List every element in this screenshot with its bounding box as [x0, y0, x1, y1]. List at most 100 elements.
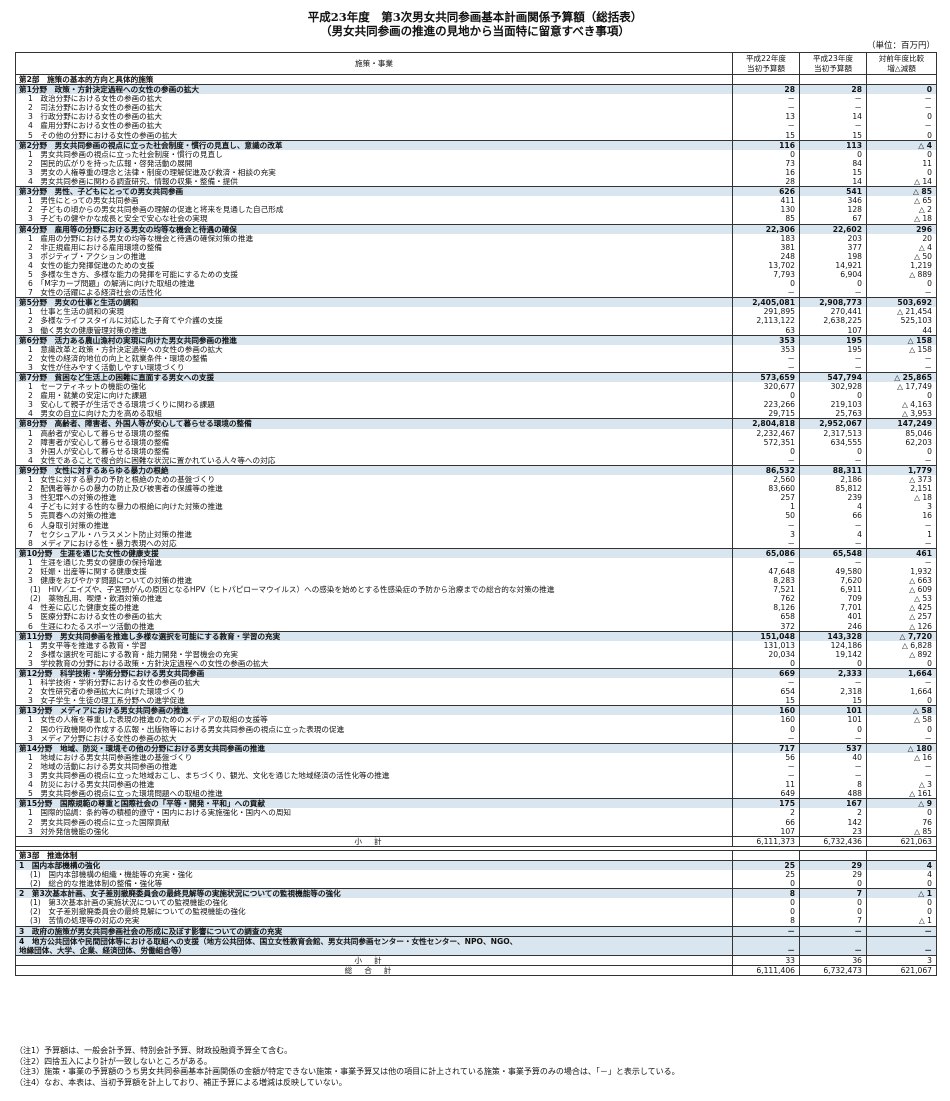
table-row: 2 子どもの頃からの男女共同参画の理解の促進と将来を見通した自己形成 130 128…: [15, 205, 937, 215]
fy23-budget-cell: 85,812: [799, 484, 867, 494]
table-row: 3 子どもの健やかな成長と安全で安心な社会の実現 85 67 △ 18: [15, 214, 937, 224]
row-label: 3 行政分野における女性の参画の拡大: [15, 112, 733, 122]
change-cell: 0: [866, 84, 937, 95]
row-label: 3 政府の施策が男女共同参画社会の形成に及ぼす影響についての調査の充実: [15, 925, 733, 937]
fy23-budget-cell: 2: [799, 808, 867, 818]
row-label: 1 国内本部機構の強化: [15, 859, 733, 870]
fy23-budget-cell: 8: [799, 780, 867, 790]
fy22-budget-cell: －: [732, 678, 800, 688]
fy22-budget-cell: 0: [732, 658, 800, 669]
change-cell: △ 158: [866, 334, 937, 345]
fy22-budget-cell: 22,306: [732, 223, 800, 234]
fy22-budget-cell: 669: [732, 668, 800, 679]
row-label: 1 男女平等を推進する教育・学習: [15, 640, 733, 650]
fy23-budget-cell: －: [799, 288, 867, 298]
table-row: 1 意識改革と政策・方針決定過程への女性の参画の拡大 353 195 △ 158: [15, 344, 937, 354]
table-row: 3 男女共同参画の視点に立った地域おこし、まちづくり、観光、文化を通じた地域経済…: [15, 771, 937, 781]
fy23-budget-cell: 4: [799, 529, 867, 539]
change-cell: △ 889: [866, 269, 937, 280]
row-label: (1) HIV／エイズや、子宮頸がんの原因となるHPV（ヒトパピローマウイルス）…: [15, 585, 733, 595]
change-cell: －: [866, 455, 937, 466]
total-row: 総合計 6,111,406 6,732,473 621,067: [15, 964, 937, 977]
section-row: 第11分野 男女共同参画を推進し多様な選択を可能にする教育・学習の充実 151,0…: [15, 630, 937, 641]
fy22-budget-cell: 63: [732, 325, 800, 336]
section-row: 4 地方公共団体や民間団体等における取組への支援（地方公共団体、国立女性教育会館…: [15, 935, 937, 956]
fy22-budget-cell: 573,659: [732, 372, 800, 383]
fy23-budget-cell: －: [799, 733, 867, 744]
row-label: 第1分野 政策・方針決定過程への女性の参画の拡大: [15, 84, 733, 95]
fy22-budget-cell: 33: [732, 954, 800, 966]
section-row: 第1分野 政策・方針決定過程への女性の参画の拡大 28 28 0: [15, 84, 937, 95]
row-label: 第10分野 生涯を通じた女性の健康支援: [15, 547, 733, 558]
change-cell: △ 126: [866, 621, 937, 632]
fy23-budget-cell: 2,318: [799, 687, 867, 697]
fy22-budget-cell: 372: [732, 621, 800, 632]
change-cell: △ 25,865: [866, 372, 937, 383]
row-label: 2 非正規雇用における雇用環境の整備: [15, 242, 733, 252]
fy22-budget-cell: 8,126: [732, 603, 800, 613]
fy23-budget-cell: －: [799, 678, 867, 688]
row-label: (1) 国内本部機構の組織・機能等の充実・強化: [15, 869, 733, 880]
change-cell: 525,103: [866, 316, 937, 326]
row-label: 1 男女共同参画の視点に立った社会制度・慣行の見直し: [15, 149, 733, 159]
table-row: 5 その他の分野における女性の参画の拡大 15 15 0: [15, 130, 937, 141]
row-label: 3 対外発信機能の強化: [15, 826, 733, 837]
fy23-budget-cell: 346: [799, 196, 867, 206]
fy23-budget-cell: －: [799, 362, 867, 373]
section-row: 第2分野 男女共同参画の視点に立った社会制度・慣行の見直し、意識の改革 116 11…: [15, 139, 937, 150]
row-label: 1 高齢者が安心して暮らせる環境の整備: [15, 428, 733, 438]
change-cell: 85,046: [866, 428, 937, 438]
fy22-budget-cell: 411: [732, 196, 800, 206]
table-row: 3 学校教育の分野における政策・方針決定過程への女性の参画の拡大 0 0 0: [15, 658, 937, 669]
fy23-budget-cell: 2,908,773: [799, 297, 867, 308]
part-heading-row: 第3部 推進体制: [15, 849, 937, 861]
change-cell: 4: [866, 869, 937, 880]
row-label: 2 地域の活動における男女共同参画の推進: [15, 761, 733, 772]
row-label: 4 子どもに対する性的な暴力の根絶に向けた対策の推進: [15, 502, 733, 512]
fy23-budget-cell: －: [799, 455, 867, 466]
fy23-budget-cell: 14: [799, 112, 867, 122]
fy22-budget-cell: 0: [732, 279, 800, 289]
change-cell: 1,779: [866, 464, 937, 476]
row-label: 第5分野 男女の仕事と生活の調和: [15, 297, 733, 308]
row-label-line: 4 地方公共団体や民間団体等における取組への支援（地方公共団体、国立女性教育会館…: [19, 936, 518, 946]
change-cell: △ 2: [866, 205, 937, 215]
row-label: 1 地域における男女共同参画推進の基盤づくり: [15, 752, 733, 762]
table-row: 3 男女の人権尊重の理念と法律・制度の理解促進及び救済・相談の充実 16 15 0: [15, 167, 937, 178]
row-label: 4 雇用分野における女性の参画の拡大: [15, 121, 733, 131]
fy22-budget-cell: 15: [732, 130, 800, 141]
fy22-budget-cell: －: [732, 121, 800, 131]
change-cell: 11: [866, 158, 937, 168]
row-label: 4 男女の自立に向けた力を高める取組: [15, 409, 733, 419]
fy23-budget-cell: －: [799, 103, 867, 113]
change-cell: △ 892: [866, 649, 937, 659]
change-cell: 2,151: [866, 484, 937, 494]
row-label: 1 仕事と生活の調和の実現: [15, 307, 733, 317]
table-row: 6 「M字カーブ問題」の解消に向けた取組の推進 0 0 0: [15, 279, 937, 289]
fy22-budget-cell: 654: [732, 687, 800, 697]
fy23-budget-cell: 22,602: [799, 223, 867, 234]
fy23-budget-cell: 541: [799, 186, 867, 197]
change-cell: △ 18: [866, 214, 937, 224]
table-row: 7 女性の活躍による経済社会の活性化－－－: [15, 288, 937, 298]
row-label: 第14分野 地域、防災・環境その他の分野における男女共同参画の推進: [15, 742, 733, 753]
row-label: 3 メディア分野における女性の参画の拡大: [15, 733, 733, 744]
footnotes: （注1）予算額は、一般会計予算、特別会計予算、財政投融資予算全て含む。 （注2）四…: [15, 1046, 680, 1088]
table-row: 1 男女平等を推進する教育・学習 131,013 124,186 △ 6,828: [15, 640, 937, 650]
row-label: 3 ポジティブ・アクションの推進: [15, 251, 733, 261]
fy22-budget-cell: 2,804,818: [732, 418, 800, 429]
fy23-budget-cell: 488: [799, 789, 867, 799]
table-row: 5 男女共同参画の視点に立った環境問題への取組の推進 649 488 △ 161: [15, 789, 937, 799]
fy22-budget-cell: 8: [732, 916, 800, 927]
table-row: 6 生涯にわたるスポーツ活動の推進 372 246 △ 126: [15, 621, 937, 632]
row-label: 1 国際的協調：条約等の積極的遵守・国内における実施強化・国内への周知: [15, 808, 733, 818]
section-row: 第13分野 メディアにおける男女共同参画の推進 160 101 △ 58: [15, 705, 937, 716]
fy22-budget-cell: 626: [732, 186, 800, 197]
fy22-budget-cell: 717: [732, 742, 800, 753]
fy22-budget-cell: 320,677: [732, 382, 800, 392]
fy22-budget-cell: －: [732, 538, 800, 549]
fy22-budget-cell: 0: [732, 879, 800, 889]
change-cell: △ 14: [866, 177, 937, 187]
table-row: 2 国の行政機関の作成する広報・出版物等における男女共同参画の視点に立った表現の…: [15, 724, 937, 734]
table-row: (2) 女子差別撤廃委員会の最終見解についての監視機能の強化 0 0 0: [15, 907, 937, 917]
